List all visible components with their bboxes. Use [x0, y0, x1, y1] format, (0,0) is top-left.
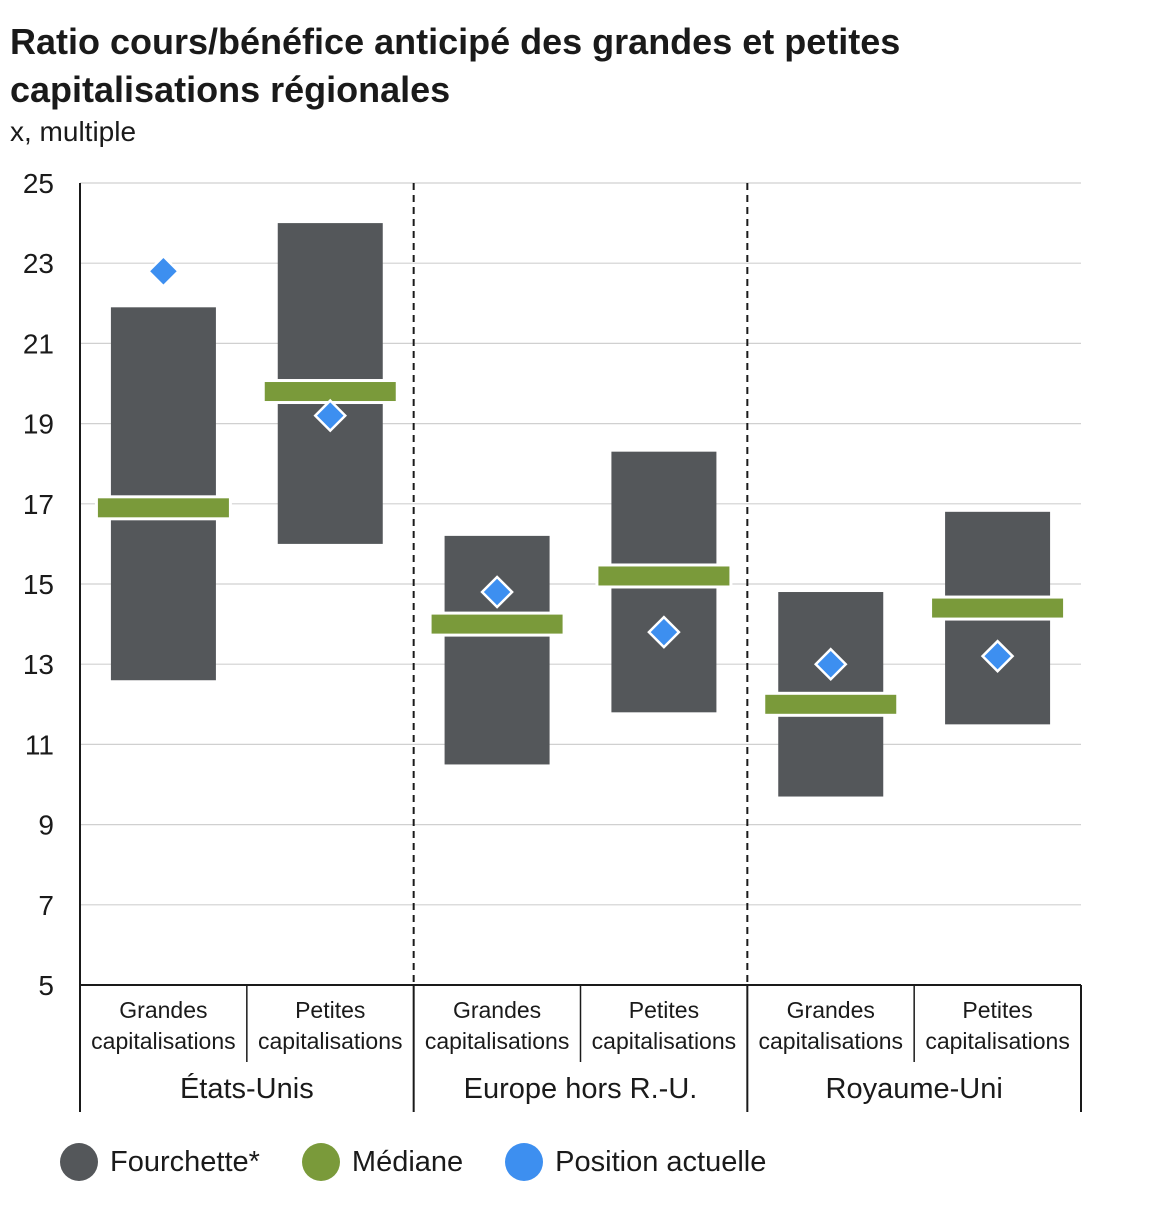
median-marker — [762, 691, 900, 717]
chart-title: Ratio cours/bénéfice anticipé des grande… — [10, 21, 901, 110]
y-tick-label: 23 — [23, 248, 54, 279]
current-position-marker — [813, 647, 848, 681]
legend-swatch-range — [60, 1143, 98, 1181]
median-marker — [929, 595, 1067, 621]
category-label: capitalisations — [925, 1028, 1069, 1054]
category-label: capitalisations — [91, 1028, 235, 1054]
legend-item-range: Fourchette* — [60, 1143, 260, 1181]
legend-label-median: Médiane — [351, 1145, 464, 1178]
range-bar — [444, 535, 550, 765]
median-marker — [94, 495, 232, 521]
category-label: Petites — [295, 997, 365, 1023]
legend-item-median: Médiane — [301, 1143, 464, 1181]
y-tick-label: 25 — [23, 168, 54, 199]
current-position-marker — [313, 398, 348, 433]
current-position-marker — [146, 254, 181, 288]
current-position-marker — [647, 615, 681, 649]
category-label: capitalisations — [759, 1028, 903, 1054]
legend-label-current: Position actuelle — [555, 1145, 767, 1178]
category-label: capitalisations — [258, 1028, 402, 1054]
median-marker — [595, 563, 733, 589]
median-marker — [428, 611, 566, 637]
legend-label-range: Fourchette* — [110, 1145, 260, 1178]
current-position-marker — [480, 575, 514, 609]
group-label: Royaume-Uni — [826, 1073, 1003, 1105]
y-tick-label: 13 — [23, 649, 54, 680]
category-label: capitalisations — [425, 1028, 569, 1054]
y-tick-label: 21 — [23, 328, 54, 359]
y-tick-label: 19 — [23, 409, 54, 440]
category-label: Grandes — [787, 997, 875, 1023]
category-label: Grandes — [453, 997, 541, 1023]
y-tick-label: 11 — [25, 729, 54, 760]
category-label: Petites — [962, 997, 1032, 1023]
range-bar — [110, 307, 216, 681]
legend-item-current: Position actuelle — [505, 1143, 766, 1181]
y-tick-label: 5 — [38, 970, 54, 1001]
y-tick-label: 7 — [38, 890, 54, 921]
legend-swatch-median — [301, 1143, 340, 1181]
current-position-marker — [980, 639, 1015, 673]
y-tick-label: 15 — [23, 569, 54, 600]
y-tick-label: 9 — [38, 810, 54, 841]
category-label: capitalisations — [592, 1028, 736, 1054]
legend-swatch-current — [505, 1143, 544, 1181]
y-axis-unit-label: x, multiple — [10, 116, 137, 147]
category-label: Grandes — [119, 997, 207, 1023]
y-tick-label: 17 — [23, 489, 54, 520]
category-label: Petites — [629, 997, 699, 1023]
group-label: Europe hors R.-U. — [464, 1073, 698, 1105]
group-label: États-Unis — [180, 1072, 314, 1105]
legend: Fourchette* Médiane Position actuelle — [60, 1140, 808, 1184]
